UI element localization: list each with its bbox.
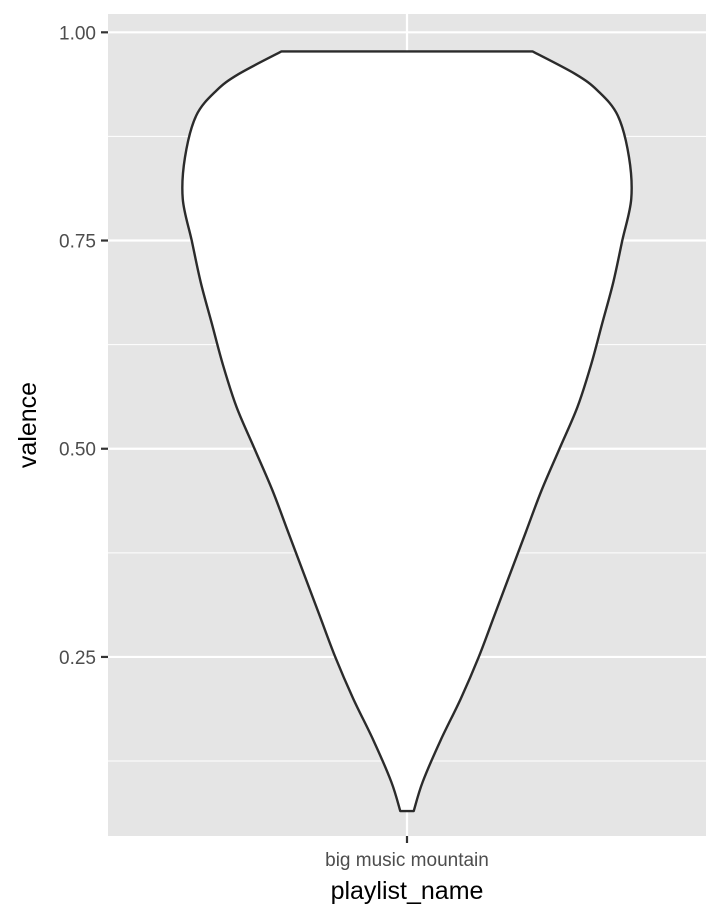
violins: [181, 50, 633, 813]
x-axis-title: playlist_name: [331, 877, 484, 905]
y-axis: 0.25 0.50 0.75 1.00: [59, 23, 108, 669]
y-tick-label: 1.00: [59, 23, 96, 44]
y-tick-label: 0.50: [59, 440, 96, 461]
y-axis-title: valence: [14, 382, 42, 468]
violin-0: [181, 50, 633, 813]
y-tick-label: 0.25: [59, 648, 96, 669]
x-axis: big music mountain: [325, 836, 489, 871]
y-tick-label: 0.75: [59, 232, 96, 253]
x-tick-label: big music mountain: [325, 850, 489, 871]
